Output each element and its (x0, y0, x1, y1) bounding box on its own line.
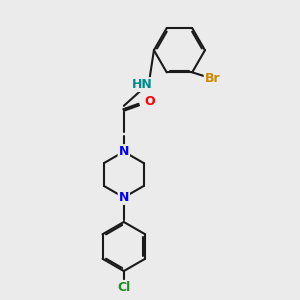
Text: HN: HN (131, 78, 152, 91)
Text: O: O (145, 95, 155, 108)
Text: N: N (118, 145, 129, 158)
Text: Cl: Cl (117, 281, 130, 294)
Text: N: N (118, 191, 129, 204)
Text: Br: Br (205, 72, 220, 86)
